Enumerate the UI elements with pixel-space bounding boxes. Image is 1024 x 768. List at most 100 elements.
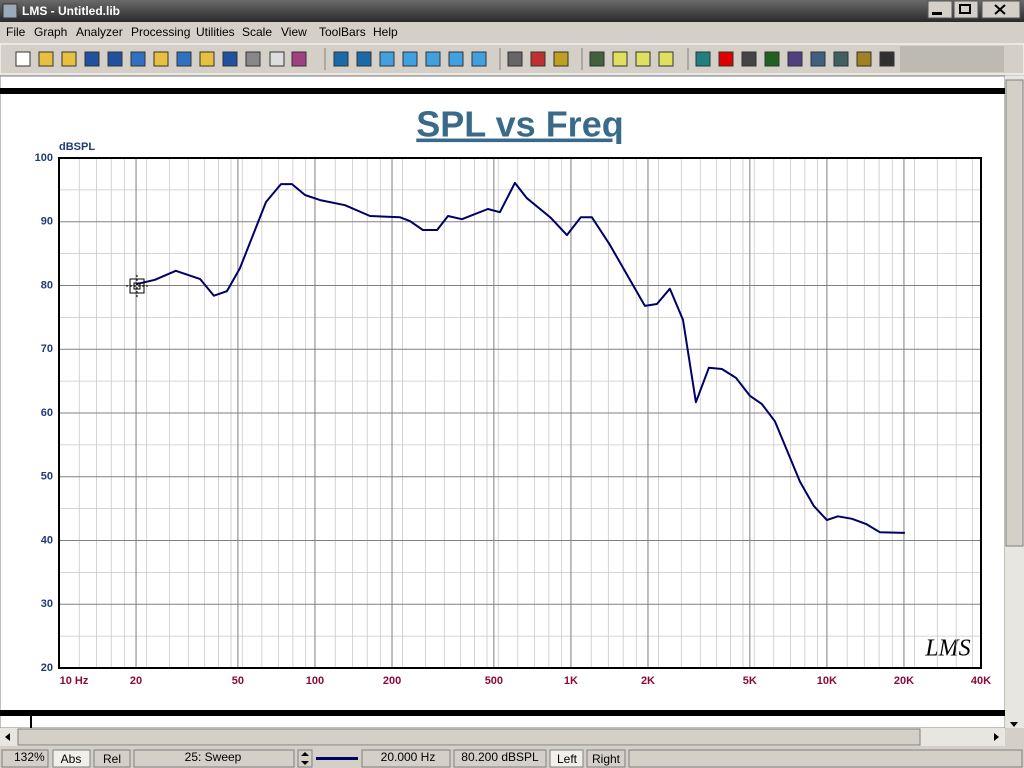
toolbar-button[interactable] (222, 51, 238, 67)
right-button[interactable] (586, 749, 626, 768)
cursor-level: 80.200 dBSPL (461, 750, 539, 764)
status-cell (133, 749, 295, 768)
menu-item[interactable]: Analyzer (76, 25, 123, 39)
x-tick-label: 20K (894, 675, 914, 687)
menu-item[interactable]: Graph (34, 25, 67, 39)
curve-sample (316, 757, 358, 760)
toolbar-button[interactable] (879, 51, 895, 67)
toolbar-button[interactable] (379, 51, 395, 67)
scroll-thumb[interactable] (17, 728, 921, 746)
app-icon (2, 3, 18, 19)
chart-panel (0, 75, 1006, 729)
spin-button[interactable] (297, 749, 313, 768)
status-cell (628, 749, 1023, 768)
toolbar-pattern (900, 46, 1004, 72)
toolbar-button[interactable] (718, 51, 734, 67)
toolbar-button[interactable] (695, 51, 711, 67)
toolbar-button[interactable] (764, 51, 780, 67)
toolbar-button[interactable] (507, 51, 523, 67)
x-tick-label: 1K (564, 675, 578, 687)
scroll-arrow[interactable] (5, 733, 10, 741)
y-tick-label: 20 (41, 662, 53, 674)
menu-item[interactable]: ToolBars (319, 25, 366, 39)
menu-item[interactable]: Help (373, 25, 398, 39)
menu-item[interactable]: Scale (242, 25, 272, 39)
toolbar-button[interactable] (107, 51, 123, 67)
logo: LMS (924, 636, 970, 662)
toolbar-button[interactable] (741, 51, 757, 67)
menu: File Graph Analyzer Processing Utilities Scal… (6, 25, 398, 39)
left-button[interactable] (549, 749, 584, 768)
toolbar-button[interactable] (471, 51, 487, 67)
scroll-arrow[interactable] (1010, 722, 1018, 727)
toolbar-button[interactable] (833, 51, 849, 67)
y-tick-label: 30 (41, 598, 53, 610)
abs-button[interactable] (52, 749, 91, 768)
y-tick-label: 70 (41, 343, 53, 355)
toolbar-button[interactable] (153, 51, 169, 67)
toolbar-button[interactable] (38, 51, 54, 67)
y-tick-label: 40 (41, 534, 53, 546)
toolbar-button[interactable] (269, 51, 285, 67)
curve-name: 25: Sweep (185, 750, 242, 764)
zoom-level: 132% (14, 750, 45, 764)
scroll-arrow[interactable] (994, 733, 999, 741)
toolbar-button[interactable] (15, 51, 31, 67)
panel-band (0, 710, 1005, 716)
toolbar-button[interactable] (787, 51, 803, 67)
status-cell (453, 749, 547, 768)
menu-bar (0, 22, 1024, 44)
toolbar-button[interactable] (425, 51, 441, 67)
restore-button[interactable] (953, 0, 979, 19)
x-tick-label: 500 (485, 675, 503, 687)
toolbar-button[interactable] (245, 51, 261, 67)
toolbar-button[interactable] (635, 51, 651, 67)
y-tick-label: 80 (41, 279, 53, 291)
toolbar-button[interactable] (199, 51, 215, 67)
menu-item[interactable]: View (281, 25, 307, 39)
toolbar-button[interactable] (402, 51, 418, 67)
y-tick-label: 50 (41, 471, 53, 483)
title-bar (0, 0, 1024, 22)
y-tick-label: 60 (41, 407, 53, 419)
toolbar-button[interactable] (448, 51, 464, 67)
icon (301, 752, 309, 765)
toolbar-button[interactable] (176, 51, 192, 67)
toolbar-button[interactable] (333, 51, 349, 67)
toolbar-button[interactable] (84, 51, 100, 67)
y-axis-label: dBSPL (59, 141, 95, 153)
x-tick-label: 50 (232, 675, 244, 687)
window-buttons (927, 0, 1021, 19)
x-tick-label: 2K (641, 675, 655, 687)
toolbar-button[interactable] (810, 51, 826, 67)
x-tick-label: 5K (743, 675, 757, 687)
toolbar-button[interactable] (553, 51, 569, 67)
toolbar-button[interactable] (61, 51, 77, 67)
y-tick-label: 100 (35, 152, 53, 164)
x-tick-label: 40K (971, 675, 991, 687)
toolbar-button[interactable] (356, 51, 372, 67)
toolbar-button[interactable] (530, 51, 546, 67)
toolbar-button[interactable] (612, 51, 628, 67)
toolbar-buttons (15, 48, 895, 70)
right-label: Right (592, 752, 621, 766)
toolbar-button[interactable] (589, 51, 605, 67)
toolbar-button[interactable] (856, 51, 872, 67)
menu-item[interactable]: File (6, 25, 26, 39)
panel-tick (30, 716, 32, 728)
minimize-button[interactable] (927, 0, 953, 19)
chart: SPL vs Freq dBSPL LMS 20 30 40 50 60 70 80 90 10… (35, 104, 992, 687)
toolbar-button[interactable] (291, 51, 307, 67)
menu-item[interactable]: Processing (131, 25, 190, 39)
y-tick-label: 90 (41, 216, 53, 228)
scroll-thumb[interactable] (1005, 79, 1024, 547)
toolbar-button[interactable] (130, 51, 146, 67)
menu-item[interactable]: Utilities (196, 25, 235, 39)
toolbar-button[interactable] (658, 51, 674, 67)
rel-button[interactable] (93, 749, 131, 768)
plot-frame (58, 157, 982, 669)
x-tick-label: 10 Hz (60, 675, 89, 687)
x-tick-label: 200 (383, 675, 401, 687)
